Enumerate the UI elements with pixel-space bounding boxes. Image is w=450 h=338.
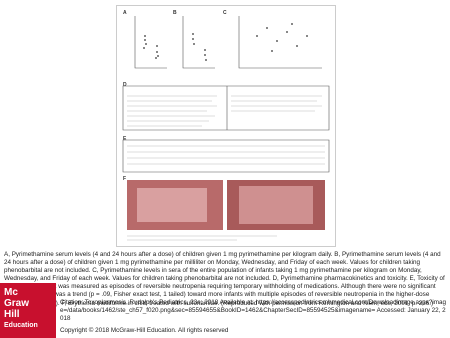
panel-label: E <box>123 136 127 142</box>
figure: A B C D E F <box>116 5 336 247</box>
copyright: Copyright © 2018 McGraw-Hill Education. … <box>60 327 229 334</box>
caption: A, Pyrimethamine serum levels (4 and 24 … <box>4 251 445 307</box>
panel-label: C <box>223 10 227 16</box>
logo-text: Education <box>4 322 38 329</box>
logo-text: Mc <box>4 287 18 298</box>
panel-label: F <box>123 176 127 182</box>
figure-graphics <box>122 16 330 241</box>
citation: Citation: Toxoplasmosis, Rudolph's Pedia… <box>60 299 446 323</box>
panel-label: A <box>123 10 127 16</box>
logo-text: Graw <box>4 298 30 309</box>
logo: Mc Graw Hill Education <box>0 283 56 338</box>
panel-label: D <box>123 82 127 88</box>
panel-label: B <box>173 10 177 16</box>
logo-text: Hill <box>4 309 20 320</box>
